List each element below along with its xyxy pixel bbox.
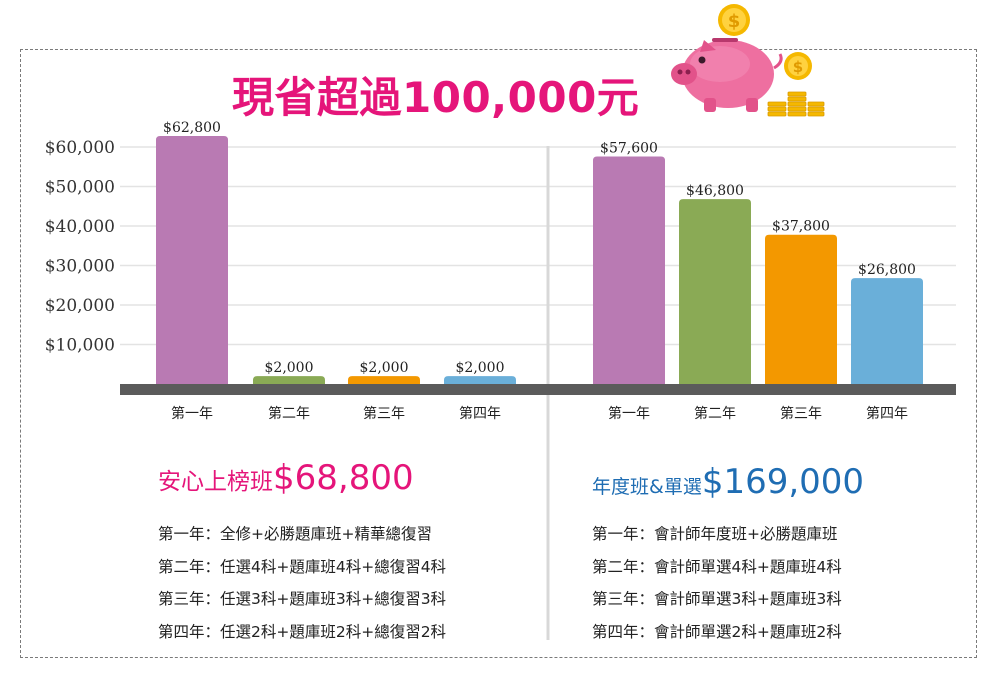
- bar: [156, 135, 228, 384]
- bar: [765, 234, 837, 384]
- plan-b-line: 第一年：會計師年度班+必勝題庫班: [592, 525, 838, 543]
- plan-a-name: 安心上榜班: [158, 469, 273, 495]
- data-label: $62,800: [163, 120, 221, 136]
- plan-a-line: 第一年：全修+必勝題庫班+精華總復習: [158, 525, 432, 543]
- plan-a-line: 第三年：任選3科+題庫班3科+總復習3科: [158, 590, 447, 608]
- bar: [444, 376, 516, 384]
- x-tick-label: 第一年: [171, 405, 213, 422]
- bar: [851, 278, 923, 384]
- labels: $62,800 第一年 $2,000 第二年 $2,000 第三年 $2,000 第四年 $57…: [163, 120, 916, 422]
- plan-b-price: $169,000: [701, 462, 865, 502]
- y-tick-label: $10,000: [45, 336, 115, 356]
- plan-a-price: $68,800: [273, 458, 414, 498]
- bar: [348, 376, 420, 384]
- bar: [679, 199, 751, 384]
- plan-b-title: 年度班&單選$169,000: [592, 462, 864, 502]
- bars: [156, 135, 923, 384]
- dashed-frame: [20, 49, 977, 658]
- y-tick-label: $40,000: [45, 217, 115, 237]
- data-label: $26,800: [858, 262, 916, 278]
- baseline-bar: [120, 384, 956, 395]
- x-tick-label: 第三年: [780, 405, 822, 422]
- plan-a-title: 安心上榜班$68,800: [158, 458, 414, 498]
- x-tick-label: 第一年: [608, 405, 650, 422]
- data-label: $2,000: [360, 360, 409, 376]
- svg-text:$: $: [793, 58, 803, 76]
- bar: [593, 156, 665, 384]
- y-tick-label: $20,000: [45, 296, 115, 316]
- bar: [253, 376, 325, 384]
- x-tick-label: 第二年: [268, 405, 310, 422]
- plan-b-line: 第二年：會計師單選4科+題庫班4科: [592, 557, 842, 576]
- y-axis-ticks: $60,000 $50,000 $40,000 $30,000 $20,000 $10,0…: [45, 138, 115, 356]
- plan-b-line: 第三年：會計師單選3科+題庫班3科: [592, 590, 842, 608]
- coin-icon: $: [718, 4, 750, 36]
- plan-b-line: 第四年：會計師單選2科+題庫班2科: [592, 622, 842, 641]
- data-label: $46,800: [686, 183, 744, 199]
- y-tick-label: $60,000: [45, 138, 115, 158]
- coin-icon: $: [784, 52, 812, 80]
- x-tick-label: 第四年: [459, 405, 501, 422]
- data-label: $2,000: [265, 360, 314, 376]
- headline: 現省超過100,000元: [232, 73, 640, 122]
- y-tick-label: $30,000: [45, 257, 115, 277]
- piggy-bank-icon: $ $: [671, 4, 825, 117]
- coin-stack-icon: [767, 91, 825, 117]
- svg-text:$: $: [728, 11, 741, 32]
- x-tick-label: 第四年: [866, 405, 908, 422]
- plan-a-line: 第二年：任選4科+題庫班4科+總復習4科: [158, 557, 447, 576]
- plan-b-name: 年度班&單選: [592, 476, 702, 498]
- data-label: $37,800: [772, 219, 830, 235]
- plan-a-line: 第四年：任選2科+題庫班2科+總復習2科: [158, 622, 447, 641]
- plan-b-details: 第一年：會計師年度班+必勝題庫班 第二年：會計師單選4科+題庫班4科 第三年：會…: [592, 518, 842, 648]
- data-label: $2,000: [456, 360, 505, 376]
- x-tick-label: 第三年: [363, 405, 405, 422]
- x-tick-label: 第二年: [694, 405, 736, 422]
- data-label: $57,600: [600, 140, 658, 156]
- y-tick-label: $50,000: [45, 178, 115, 198]
- plan-a-details: 第一年：全修+必勝題庫班+精華總復習 第二年：任選4科+題庫班4科+總復習4科 …: [158, 518, 446, 648]
